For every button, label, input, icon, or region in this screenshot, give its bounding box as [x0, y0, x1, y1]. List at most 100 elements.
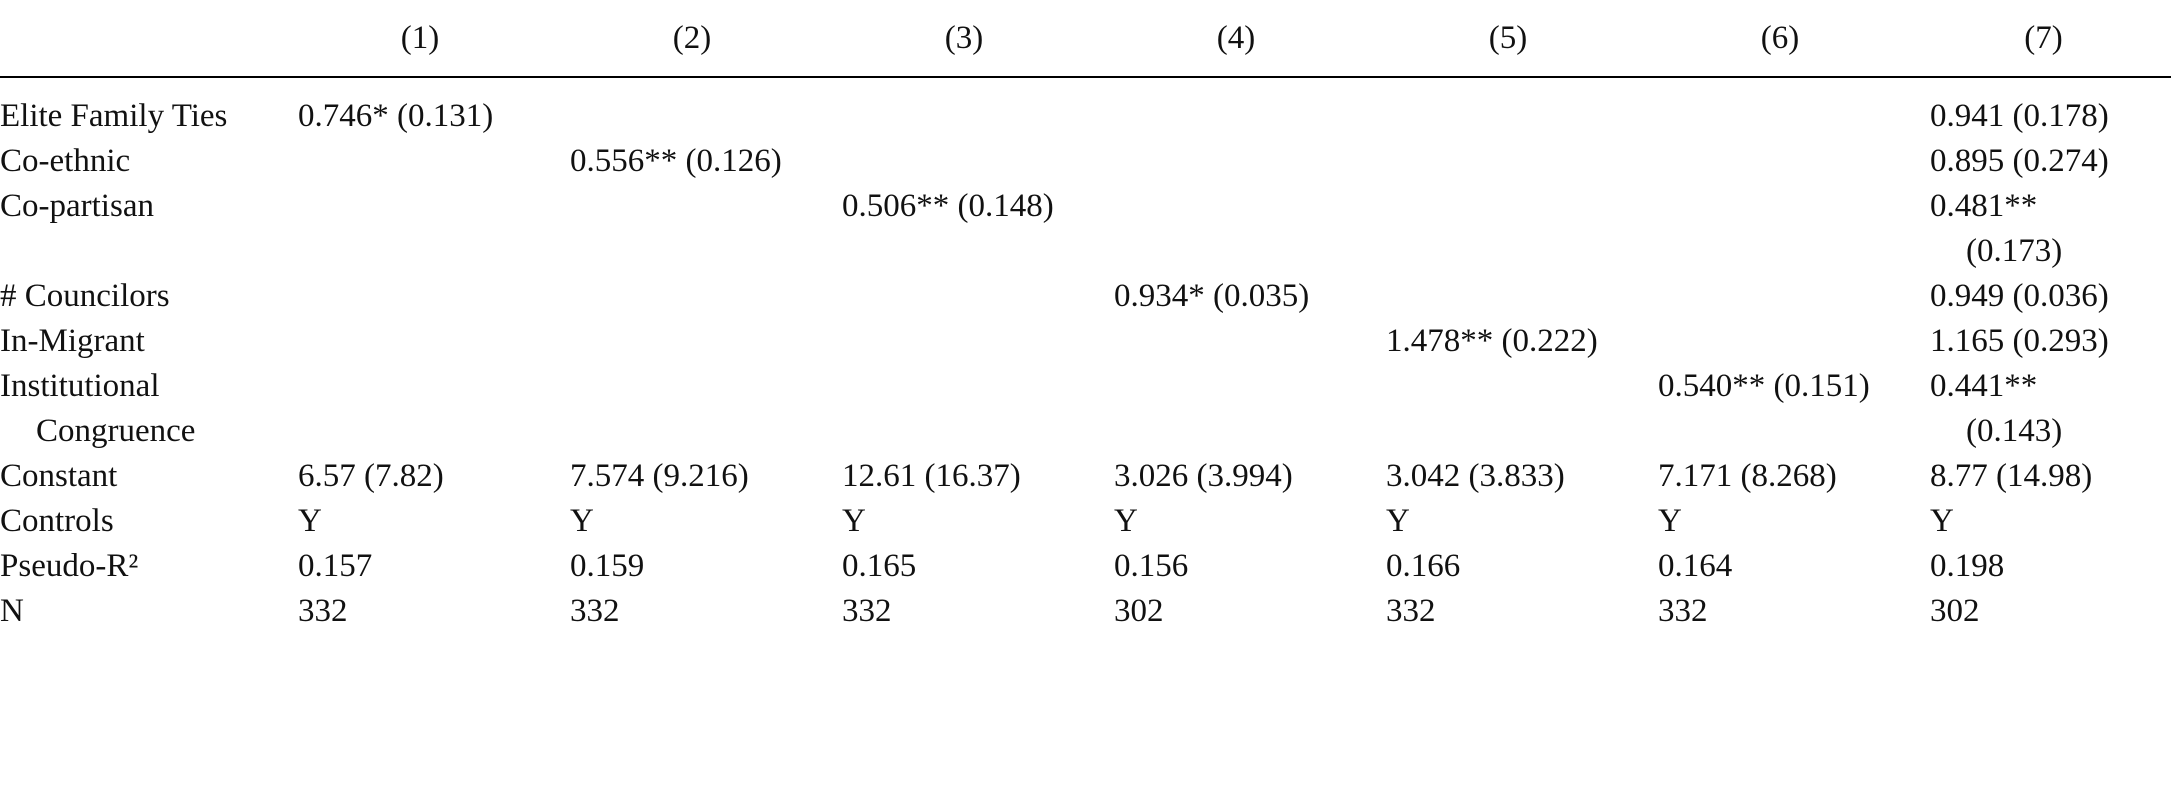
table-row: # Councilors 0.934* (0.035) 0.949 (0.036)	[0, 274, 2171, 319]
table-cell: Y	[1386, 503, 1410, 539]
table-cell: 3.042 (3.833)	[1386, 458, 1565, 494]
row-label: Co-ethnic	[0, 143, 131, 179]
empty-cell	[1644, 319, 1916, 364]
empty-cell	[1100, 364, 1372, 454]
table-row: Co-ethnic 0.556** (0.126) 0.895 (0.274)	[0, 139, 2171, 184]
table-cell: 0.164	[1658, 548, 1733, 584]
column-header: (3)	[828, 0, 1100, 78]
empty-cell	[1372, 364, 1644, 454]
empty-cell	[556, 319, 828, 364]
table-cell: 302	[1930, 593, 1980, 629]
empty-cell	[1100, 77, 1372, 139]
row-label: Controls	[0, 503, 114, 539]
table-cell: 0.481** (0.173)	[1930, 188, 2063, 269]
table-cell: 3.026 (3.994)	[1114, 458, 1293, 494]
empty-cell	[1372, 77, 1644, 139]
table-row: Institutional Congruence 0.540** (0.151) 0…	[0, 364, 2171, 454]
empty-cell	[284, 319, 556, 364]
column-header: (4)	[1100, 0, 1372, 78]
table-cell: 0.556** (0.126)	[570, 143, 782, 179]
table-cell: 6.57 (7.82)	[298, 458, 444, 494]
table-cell: Y	[570, 503, 594, 539]
table-cell: Y	[1658, 503, 1682, 539]
table-cell: 1.165 (0.293)	[1930, 323, 2109, 359]
table-body: Elite Family Ties 0.746* (0.131) 0.941 (0.…	[0, 77, 2171, 634]
table-cell: 7.171 (8.268)	[1658, 458, 1837, 494]
table-cell: 332	[1658, 593, 1708, 629]
table-cell: Y	[1930, 503, 1954, 539]
table-cell: 0.441** (0.143)	[1930, 368, 2063, 449]
empty-cell	[828, 319, 1100, 364]
table-row: Controls Y Y Y Y Y Y Y	[0, 499, 2171, 544]
table-cell: 12.61 (16.37)	[842, 458, 1021, 494]
empty-cell	[1644, 77, 1916, 139]
header-row: (1) (2) (3) (4) (5) (6) (7)	[0, 0, 2171, 78]
column-header: (2)	[556, 0, 828, 78]
column-header: (5)	[1372, 0, 1644, 78]
empty-cell	[284, 184, 556, 274]
empty-cell	[556, 77, 828, 139]
row-label: In-Migrant	[0, 323, 145, 359]
table-cell: 302	[1114, 593, 1164, 629]
table-cell: Y	[298, 503, 322, 539]
table-row: Elite Family Ties 0.746* (0.131) 0.941 (0.…	[0, 77, 2171, 139]
table-cell: 0.159	[570, 548, 645, 584]
column-header: (6)	[1644, 0, 1916, 78]
table-cell: 332	[570, 593, 620, 629]
table-row: Co-partisan 0.506** (0.148) 0.481** (0.173…	[0, 184, 2171, 274]
empty-cell	[828, 274, 1100, 319]
table-cell: 332	[1386, 593, 1436, 629]
table-cell: Y	[842, 503, 866, 539]
table-cell: 0.540** (0.151)	[1658, 368, 1870, 404]
table-cell: 332	[842, 593, 892, 629]
empty-cell	[1100, 139, 1372, 184]
empty-cell	[1372, 184, 1644, 274]
corner-cell	[0, 0, 284, 78]
empty-cell	[556, 364, 828, 454]
empty-cell	[1100, 319, 1372, 364]
table-cell: 0.934* (0.035)	[1114, 278, 1310, 314]
table-header: (1) (2) (3) (4) (5) (6) (7)	[0, 0, 2171, 78]
row-label: Constant	[0, 458, 118, 494]
empty-cell	[556, 274, 828, 319]
regression-table: (1) (2) (3) (4) (5) (6) (7) Elite Family Ties 0…	[0, 0, 2171, 634]
empty-cell	[828, 77, 1100, 139]
table-cell: 0.166	[1386, 548, 1461, 584]
table-cell: 1.478** (0.222)	[1386, 323, 1598, 359]
row-label: # Councilors	[0, 278, 170, 314]
table-cell: 0.156	[1114, 548, 1189, 584]
empty-cell	[284, 139, 556, 184]
row-label: Elite Family Ties	[0, 98, 228, 134]
table-cell: 7.574 (9.216)	[570, 458, 749, 494]
table-cell: 0.746* (0.131)	[298, 98, 494, 134]
table-cell: 0.506** (0.148)	[842, 188, 1054, 224]
empty-cell	[284, 274, 556, 319]
table-cell: 0.198	[1930, 548, 2005, 584]
empty-cell	[1644, 139, 1916, 184]
empty-cell	[828, 139, 1100, 184]
row-label: Co-partisan	[0, 188, 154, 224]
empty-cell	[1100, 184, 1372, 274]
table-row: N 332 332 332 302 332 332 302	[0, 589, 2171, 634]
table-row: Constant 6.57 (7.82) 7.574 (9.216) 12.61 (1…	[0, 454, 2171, 499]
empty-cell	[1372, 139, 1644, 184]
empty-cell	[828, 364, 1100, 454]
empty-cell	[1372, 274, 1644, 319]
table-cell: Y	[1114, 503, 1138, 539]
row-label: Pseudo-R²	[0, 548, 139, 584]
empty-cell	[1644, 184, 1916, 274]
column-header: (1)	[284, 0, 556, 78]
table-row: In-Migrant 1.478** (0.222) 1.165 (0.293)	[0, 319, 2171, 364]
column-header: (7)	[1916, 0, 2171, 78]
table-cell: 0.165	[842, 548, 917, 584]
table-row: Pseudo-R² 0.157 0.159 0.165 0.156 0.166 0.164 0…	[0, 544, 2171, 589]
table-cell: 332	[298, 593, 348, 629]
row-label: Institutional Congruence	[0, 368, 196, 449]
row-label: N	[0, 593, 24, 629]
empty-cell	[284, 364, 556, 454]
empty-cell	[556, 184, 828, 274]
table-cell: 0.949 (0.036)	[1930, 278, 2109, 314]
table-cell: 0.895 (0.274)	[1930, 143, 2109, 179]
empty-cell	[1644, 274, 1916, 319]
